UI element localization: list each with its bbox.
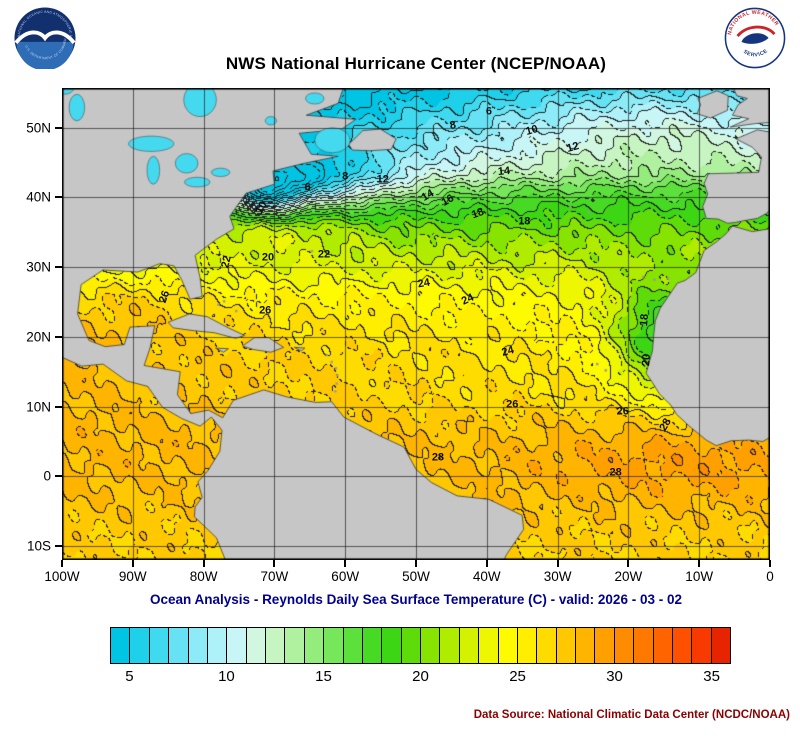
colorbar-cell — [479, 628, 499, 663]
colorbar-cell — [111, 628, 131, 663]
colorbar-cell — [169, 628, 189, 663]
lon-axis-label: 60W — [331, 569, 360, 584]
lat-axis-tick — [55, 475, 62, 478]
lat-axis-label: 20N — [26, 329, 51, 345]
lat-axis-tick — [55, 545, 62, 548]
colorbar-cell — [672, 628, 693, 663]
lon-axis-tick — [61, 560, 63, 567]
colorbar-cell — [401, 628, 421, 663]
colorbar-cell — [266, 628, 286, 663]
lat-axis-tick — [55, 266, 62, 269]
lat-axis-label: 40N — [26, 189, 51, 205]
colorbar-cell — [421, 628, 441, 663]
colorbar-cell — [362, 628, 383, 663]
colorbar-cell — [556, 628, 576, 663]
colorbar-cell — [692, 628, 712, 663]
colorbar-cell — [459, 628, 480, 663]
colorbar-cell — [537, 628, 557, 663]
lat-axis-tick — [55, 405, 62, 408]
colorbar-tick-label: 25 — [509, 668, 526, 685]
colorbar-cell — [634, 628, 654, 663]
lat-axis-label: 50N — [26, 120, 51, 136]
lat-axis-label: 30N — [26, 259, 51, 275]
colorbar-tick-label: 30 — [606, 668, 623, 685]
nws-logo-icon: NATIONAL WEATHER SERVICE — [724, 7, 786, 69]
lat-axis-tick — [55, 126, 62, 129]
lat-axis-label: 10S — [26, 538, 51, 554]
colorbar-cell — [227, 628, 247, 663]
map-caption: Ocean Analysis - Reynolds Daily Sea Surf… — [150, 592, 682, 607]
lat-axis-tick — [55, 196, 62, 199]
colorbar-cell — [711, 628, 730, 663]
colorbar-cell — [304, 628, 325, 663]
lon-axis-tick — [415, 560, 417, 567]
sst-map-canvas — [62, 88, 770, 560]
lon-axis-tick — [202, 560, 205, 567]
colorbar-cell — [614, 628, 635, 663]
colorbar-cell — [324, 628, 344, 663]
lon-axis-label: 50W — [402, 569, 430, 584]
lon-axis-tick — [556, 560, 559, 567]
page-title: NWS National Hurricane Center (NCEP/NOAA… — [225, 54, 607, 73]
lat-axis-label: 0 — [43, 468, 51, 484]
lon-axis-tick — [698, 560, 701, 567]
lon-axis-label: 100W — [44, 569, 80, 584]
lat-axis-label: 10N — [26, 399, 51, 415]
colorbar-cell — [595, 628, 615, 663]
colorbar-cell — [130, 628, 150, 663]
lon-axis-tick — [485, 560, 488, 567]
lon-axis-label: 70W — [260, 569, 289, 584]
lon-axis-label: 0 — [766, 569, 774, 584]
colorbar-cell — [440, 628, 460, 663]
colorbar-cell — [653, 628, 673, 663]
data-source-text: Data Source: National Climatic Data Cent… — [473, 709, 790, 721]
colorbar-cell — [498, 628, 518, 663]
colorbar-cell — [382, 628, 402, 663]
sst-map: 6 8 10 12 14 8 12 6 10 14 16 18 18 22 20 22 24 24 26 26 18 20… — [26, 88, 774, 584]
colorbar-cell — [576, 628, 596, 663]
lon-axis-tick — [627, 560, 630, 567]
colorbar-cell — [517, 628, 538, 663]
lon-axis-label: 30W — [543, 569, 572, 584]
colorbar-tick-label: 10 — [218, 668, 235, 685]
svg-text:SERVICE: SERVICE — [742, 48, 769, 58]
lat-axis-tick — [55, 335, 62, 338]
colorbar-cell — [343, 628, 363, 663]
lon-axis-tick — [344, 560, 347, 567]
lon-axis-label: 20W — [614, 569, 643, 584]
lon-axis-tick — [769, 560, 771, 567]
colorbar-cell — [188, 628, 208, 663]
lon-axis-label: 80W — [189, 569, 218, 584]
colorbar-tick-label: 15 — [315, 668, 332, 685]
colorbar-cell — [285, 628, 305, 663]
colorbar-cell — [207, 628, 228, 663]
colorbar-tick-label: 20 — [412, 668, 429, 685]
colorbar-cell — [246, 628, 266, 663]
colorbar-cell — [149, 628, 170, 663]
lon-axis-tick — [131, 560, 134, 567]
lon-axis-label: 40W — [472, 569, 501, 584]
lon-axis-tick — [273, 560, 276, 567]
colorbar-tick-label: 35 — [703, 668, 720, 685]
lon-axis-label: 10W — [685, 569, 714, 584]
colorbar-tick-label: 5 — [125, 668, 134, 685]
temperature-colorbar — [110, 627, 731, 664]
noaa-logo-icon: NATIONAL OCEANIC AND ATMOSPHERIC ADMINIS… — [14, 7, 76, 69]
nws-ring-bottom-text: SERVICE — [742, 48, 768, 58]
colorbar-tick-labels: 5 10 15 20 25 30 35 — [110, 668, 731, 688]
lon-axis-label: 90W — [118, 569, 147, 584]
